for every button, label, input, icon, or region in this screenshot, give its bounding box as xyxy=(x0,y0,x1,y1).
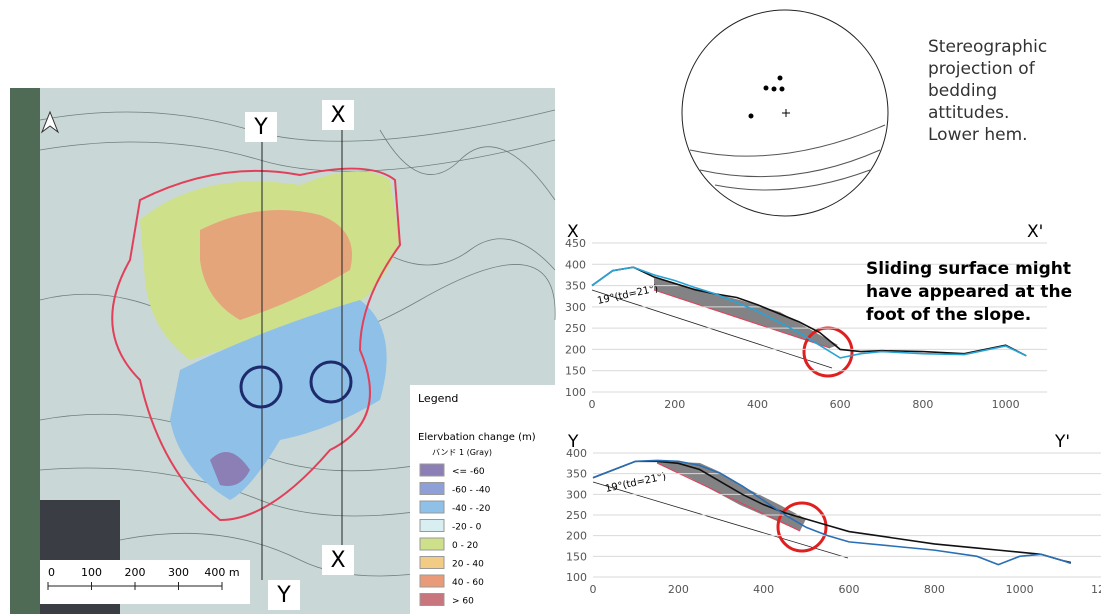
y-tick-label: 250 xyxy=(566,509,587,522)
x-tick-label: 600 xyxy=(830,398,851,411)
legend-swatch xyxy=(420,501,444,513)
legend-swatch xyxy=(420,483,444,495)
legend-band: バンド 1 (Gray) xyxy=(432,448,492,457)
legend-swatch xyxy=(420,520,444,532)
angle-label: 19°(td=21°) xyxy=(604,471,667,495)
x-tick-label: 800 xyxy=(924,583,945,596)
legend-label: 40 - 60 xyxy=(452,578,484,588)
legend-label: -20 - 0 xyxy=(452,523,482,533)
scale-label: 300 xyxy=(168,566,189,579)
y-tick-label: 400 xyxy=(565,258,586,271)
x-tick-label: 800 xyxy=(912,398,933,411)
satellite-strip xyxy=(10,88,40,614)
section-end-label: Y' xyxy=(1054,432,1070,452)
annotation: foot of the slope. xyxy=(866,305,1031,325)
y-tick-label: 150 xyxy=(565,365,586,378)
legend-swatch xyxy=(420,575,444,587)
y-tick-label: 350 xyxy=(566,468,587,481)
caption-line: projection of xyxy=(928,59,1036,79)
y-tick-label: 200 xyxy=(566,530,587,543)
y-tick-label: 100 xyxy=(566,571,587,584)
y-tick-label: 100 xyxy=(565,386,586,399)
legend-label: -60 - -40 xyxy=(452,486,491,496)
caption-line: attitudes. xyxy=(928,103,1009,123)
legend-swatch xyxy=(420,464,444,476)
section-label: X xyxy=(330,548,345,573)
figure: Y X X Y 0100200300400 m Legend Elervbati… xyxy=(0,0,1101,614)
x-tick-label: 1000 xyxy=(992,398,1020,411)
section-end-label: X' xyxy=(1027,222,1043,242)
section-start-label: Y xyxy=(567,432,579,452)
section-label: Y xyxy=(276,583,291,608)
legend-swatch xyxy=(420,557,444,569)
x-tick-label: 200 xyxy=(664,398,685,411)
annotation: have appeared at the xyxy=(866,282,1072,302)
caption-line: Lower hem. xyxy=(928,125,1028,145)
legend-label: 0 - 20 xyxy=(452,541,478,551)
x-tick-label: 1000 xyxy=(1006,583,1034,596)
legend-label: > 60 xyxy=(452,597,474,607)
x-tick-label: 400 xyxy=(747,398,768,411)
y-tick-label: 150 xyxy=(566,550,587,563)
caption-line: Stereographic xyxy=(928,37,1047,57)
legend-swatch xyxy=(420,594,444,606)
x-tick-label: 0 xyxy=(589,398,596,411)
legend-label: 20 - 40 xyxy=(452,560,484,570)
scale-label: 0 xyxy=(48,566,55,579)
map: Y X X Y 0 100 200 300 400 m Legend Elervbati… xyxy=(10,88,555,614)
highlight-circle xyxy=(804,328,852,376)
section-label: X xyxy=(330,103,345,128)
legend-swatch xyxy=(420,538,444,550)
section-start-label: X xyxy=(567,222,579,242)
scale-label: 100 xyxy=(81,566,102,579)
shaded-mass xyxy=(657,461,806,531)
y-tick-label: 350 xyxy=(565,280,586,293)
x-tick-label: 0 xyxy=(590,583,597,596)
y-tick-label: 200 xyxy=(565,343,586,356)
scale-label: 200 xyxy=(125,566,146,579)
legend-subtitle: Elervbation change (m) xyxy=(418,432,536,443)
x-tick-label: 600 xyxy=(839,583,860,596)
scale-label: 400 m xyxy=(204,566,239,579)
legend-label: -40 - -20 xyxy=(452,504,491,514)
caption-line: bedding xyxy=(928,81,997,101)
y-tick-label: 250 xyxy=(565,322,586,335)
x-tick-label: 1200 xyxy=(1091,583,1101,596)
legend-label: <= -60 xyxy=(452,467,485,477)
annotation: Sliding surface might xyxy=(866,259,1071,279)
y-tick-label: 300 xyxy=(566,488,587,501)
x-tick-label: 400 xyxy=(753,583,774,596)
angle-label: 19°(td=21°) xyxy=(596,283,659,307)
legend-title: Legend xyxy=(418,392,458,405)
x-tick-label: 200 xyxy=(668,583,689,596)
y-tick-label: 300 xyxy=(565,301,586,314)
section-label: Y xyxy=(253,115,268,140)
profiles: 19°(td=21°) 19°(td=21°) 100 150 200 250 300 3… xyxy=(565,222,1101,596)
